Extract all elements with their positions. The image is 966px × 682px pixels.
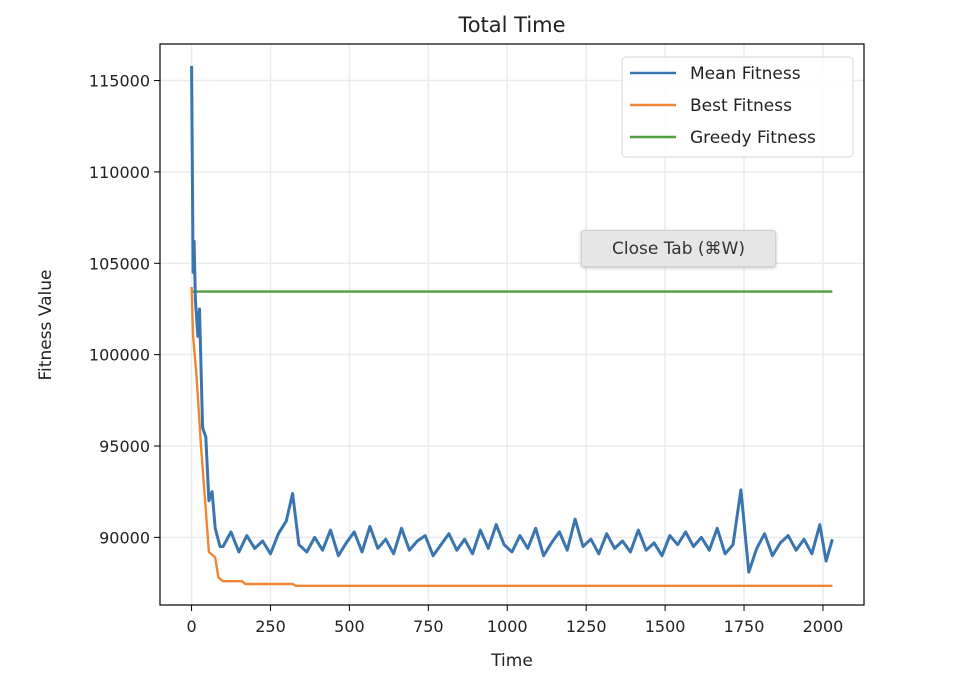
x-tick-label: 250 xyxy=(255,617,286,636)
y-axis-label: Fitness Value xyxy=(36,270,56,381)
y-tick-label: 115000 xyxy=(89,72,150,91)
series-line-mean-fitness xyxy=(190,65,834,574)
x-tick-label: 500 xyxy=(334,617,365,636)
legend-label: Mean Fitness xyxy=(690,64,801,84)
x-tick-label: 1250 xyxy=(566,617,607,636)
y-axis-ticks: 90000 95000 100000 105000 110000 115000 xyxy=(89,72,160,547)
series-lines xyxy=(190,65,834,587)
close-tab-tooltip: Close Tab (⌘W) xyxy=(581,230,776,267)
y-tick-label: 100000 xyxy=(89,346,150,365)
x-tick-label: 750 xyxy=(413,617,444,636)
y-tick-label: 105000 xyxy=(89,254,150,273)
x-axis-label: Time xyxy=(490,651,533,671)
x-tick-label: 1750 xyxy=(724,617,765,636)
legend-label: Greedy Fitness xyxy=(690,128,816,148)
x-tick-label: 2000 xyxy=(803,617,844,636)
chart-title: Total Time xyxy=(457,13,565,37)
y-tick-label: 90000 xyxy=(99,528,150,547)
legend-label: Best Fitness xyxy=(690,96,792,116)
y-tick-label: 95000 xyxy=(99,437,150,456)
y-tick-label: 110000 xyxy=(89,163,150,182)
legend-box xyxy=(621,56,854,158)
x-tick-label: 1500 xyxy=(645,617,686,636)
series-line-best-fitness xyxy=(190,286,833,587)
x-axis-ticks: 0 250 500 750 1000 1250 1500 1750 2000 xyxy=(186,605,843,636)
legend: Mean Fitness Best Fitness Greedy Fitness xyxy=(621,56,854,158)
x-tick-label: 1000 xyxy=(487,617,528,636)
plot-frame xyxy=(159,43,865,606)
x-tick-label: 0 xyxy=(186,617,196,636)
